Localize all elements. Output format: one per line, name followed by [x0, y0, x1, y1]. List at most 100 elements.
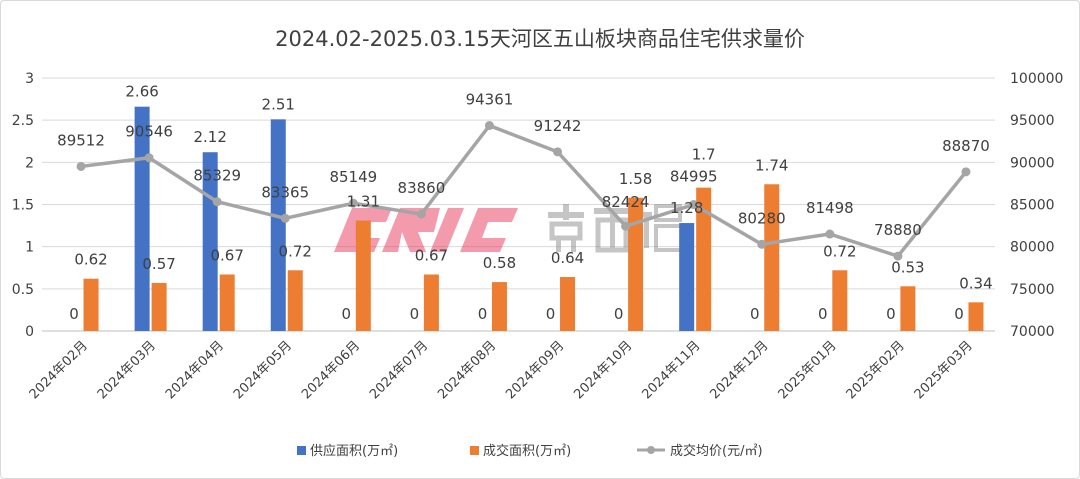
price-point — [553, 147, 563, 157]
price-point — [621, 221, 631, 231]
watermark-logo-shape — [334, 208, 518, 252]
deal-label: 0.34 — [959, 274, 992, 292]
y-left-tick: 2 — [25, 155, 34, 171]
deal-bar — [764, 184, 780, 331]
supply-label: 0 — [410, 305, 420, 323]
supply-bar — [202, 152, 218, 331]
legend-swatch-deal — [470, 446, 479, 455]
x-tick-label: 2024年05月 — [231, 338, 295, 402]
cric-watermark — [334, 204, 684, 253]
price-point — [893, 251, 903, 261]
supply-label: 0 — [954, 305, 964, 323]
price-point — [280, 213, 290, 223]
y-right-tick: 95000 — [1010, 113, 1055, 129]
supply-label: 0 — [750, 305, 760, 323]
supply-label: 0 — [886, 305, 896, 323]
x-tick-label: 2024年03月 — [95, 338, 159, 402]
y-right-tick: 100000 — [1010, 71, 1063, 87]
price-label: 89512 — [57, 131, 105, 149]
x-tick-label: 2024年04月 — [163, 338, 227, 402]
supply-label: 2.51 — [262, 95, 295, 113]
y-right-tick: 75000 — [1010, 282, 1055, 298]
supply-label: 0 — [478, 305, 488, 323]
x-tick-label: 2025年03月 — [912, 338, 976, 402]
supply-label: 0 — [818, 305, 828, 323]
price-label: 81498 — [806, 199, 854, 217]
price-point — [416, 209, 426, 219]
supply-label: 1.28 — [670, 199, 703, 217]
y-right-tick: 85000 — [1010, 198, 1055, 214]
price-label: 82424 — [602, 193, 650, 211]
price-label: 83365 — [261, 183, 309, 201]
price-point — [212, 197, 222, 207]
deal-bar — [560, 277, 576, 331]
supply-label: 0 — [342, 305, 352, 323]
price-label: 80280 — [738, 209, 786, 227]
price-line — [80, 123, 968, 258]
y-left-tick: 1.5 — [12, 198, 34, 214]
supply-label: 2.66 — [125, 83, 158, 101]
supply-bar — [679, 223, 695, 331]
deal-bar — [355, 220, 371, 331]
deal-label: 0.57 — [142, 255, 175, 273]
deal-label: 0.72 — [823, 242, 856, 260]
x-tick-label: 2024年07月 — [367, 338, 431, 402]
y-right-tick: 80000 — [1010, 240, 1055, 256]
supply-label: 0 — [614, 305, 624, 323]
legend-deal: 成交面积(万㎡) — [483, 443, 571, 459]
supply-bar — [270, 119, 286, 331]
deal-label: 0.72 — [279, 242, 312, 260]
y-left-tick: 3 — [25, 71, 34, 87]
deal-label: 0.67 — [210, 246, 243, 264]
deal-label: 1.7 — [692, 146, 716, 164]
x-tick-label: 2024年08月 — [435, 338, 499, 402]
price-point — [144, 153, 154, 163]
deal-label: 1.31 — [347, 193, 380, 211]
supply-label: 0 — [69, 305, 79, 323]
deal-label: 0.64 — [551, 249, 584, 267]
chart-title: 2024.02-2025.03.15天河区五山板块商品住宅供求量价 — [275, 27, 805, 51]
legend-marker-price — [647, 446, 655, 454]
deal-bar — [287, 270, 303, 331]
deal-label: 0.58 — [483, 254, 516, 272]
deal-bar — [423, 274, 439, 331]
supply-label: 0 — [546, 305, 556, 323]
price-label: 91242 — [534, 117, 582, 135]
y-left-tick: 1 — [25, 240, 34, 256]
deal-bar — [832, 270, 848, 331]
deal-bar — [491, 282, 507, 331]
legend-price: 成交均价(元/㎡) — [670, 443, 763, 459]
price-point — [689, 200, 699, 210]
price-label: 85329 — [193, 167, 241, 185]
x-tick-label: 2024年06月 — [299, 338, 363, 402]
supply-bar — [134, 106, 150, 331]
deal-bar — [628, 197, 644, 331]
deal-label: 0.53 — [891, 258, 924, 276]
deal-label: 0.67 — [415, 246, 448, 264]
deal-bar — [696, 187, 712, 331]
deal-bar — [151, 282, 167, 331]
price-label: 83860 — [398, 179, 446, 197]
x-tick-label: 2024年02月 — [27, 338, 91, 402]
y-left-tick: 2.5 — [12, 113, 34, 129]
price-point — [484, 121, 494, 131]
legend-supply: 供应面积(万㎡) — [310, 443, 398, 459]
deal-label: 1.58 — [619, 170, 652, 188]
price-label: 85149 — [329, 168, 377, 186]
price-point — [76, 161, 86, 171]
x-tick-label: 2025年01月 — [776, 338, 840, 402]
supply-label: 2.12 — [193, 128, 226, 146]
y-left-tick: 0 — [25, 324, 34, 340]
price-point — [757, 239, 767, 249]
deal-label: 1.74 — [755, 156, 788, 174]
y-left-tick: 0.5 — [12, 282, 34, 298]
deal-bar — [968, 302, 984, 331]
price-label: 84995 — [670, 168, 718, 186]
y-right-tick: 90000 — [1010, 155, 1055, 171]
x-tick-label: 2024年11月 — [639, 338, 703, 402]
deal-bar — [219, 274, 235, 331]
deal-bar — [83, 278, 99, 331]
price-label: 90546 — [125, 123, 173, 141]
deal-bar — [900, 286, 916, 331]
